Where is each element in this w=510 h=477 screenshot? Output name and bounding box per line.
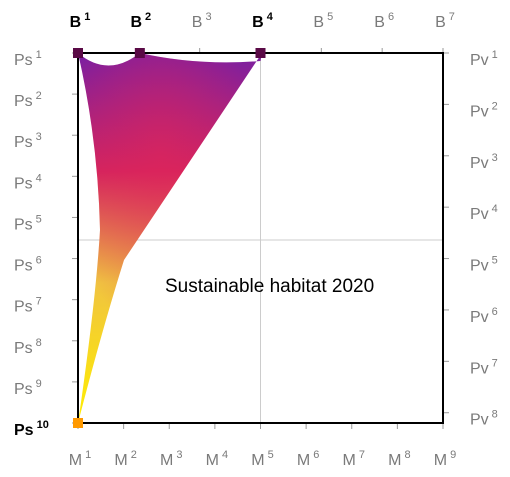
axis-label: Ps 3 [14,131,42,151]
habitat-area-glow [78,53,262,423]
marker-b1-ps1 [73,48,83,58]
axis-label: Pv 1 [470,49,498,69]
axis-label: Pv 4 [470,203,498,223]
marker-b4 [255,48,266,58]
diagram-title: Sustainable habitat 2020 [165,276,374,297]
marker-b2 [134,48,145,58]
axis-label: Ps 7 [14,296,42,316]
axis-label: Pv 7 [470,357,498,377]
axis-label: Pv 6 [470,306,498,326]
axis-label: Ps 1 [14,49,42,69]
axis-label: Pv 8 [470,409,498,429]
axis-label: Ps 2 [14,90,42,110]
axis-label: Ps 9 [14,378,42,398]
markers [73,48,266,428]
axis-label: Ps 5 [14,213,42,233]
axis-label: Ps 8 [14,337,42,357]
axis-label: Ps 4 [14,172,42,192]
right-axis-labels: Pv 1 Pv 2 Pv 3 Pv 4 Pv 5 Pv 6 Pv 7 Pv 8 [470,49,498,429]
left-axis-labels: Ps 1 Ps 2 Ps 3 Ps 4 Ps 5 Ps 6 Ps 7 Ps 8 Ps 9 Ps 10 [14,49,49,439]
axis-label: Pv 3 [470,152,498,172]
axis-label: Pv 5 [470,255,498,275]
axis-label: Ps 10 [14,419,49,439]
axis-label: Ps 6 [14,255,42,275]
marker-m1-ps10 [73,418,83,428]
habitat-shape [78,53,262,423]
axis-label: Pv 2 [470,100,498,120]
guide-lines [78,53,443,423]
